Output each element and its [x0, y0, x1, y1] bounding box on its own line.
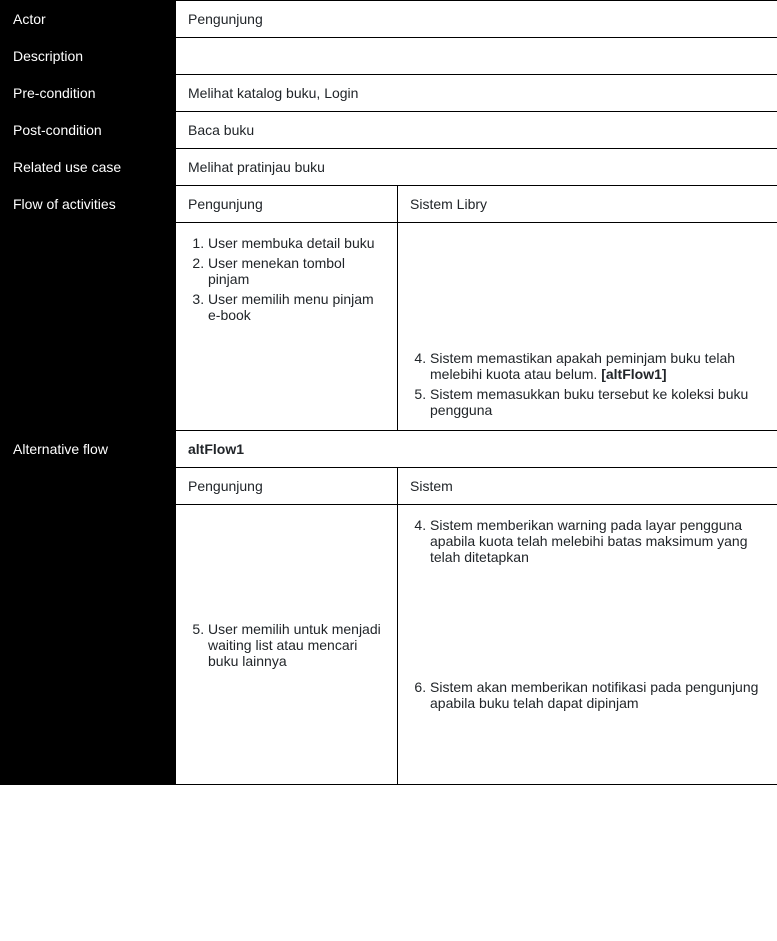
- use-case-table: Actor Pengunjung Description Pre-conditi…: [0, 0, 777, 785]
- value-post-condition: Baca buku: [176, 112, 777, 149]
- table-row: User memilih untuk menjadi waiting list …: [1, 505, 777, 785]
- value-related-use-case: Melihat pratinjau buku: [176, 149, 777, 186]
- alt-system-steps: Sistem memberikan warning pada layar pen…: [398, 505, 777, 785]
- flow-step: User membuka detail buku: [208, 233, 385, 253]
- flow-step: User memilih menu pinjam e-book: [208, 289, 385, 325]
- table-row: Post-condition Baca buku: [1, 112, 777, 149]
- table-row: Flow of activities Pengunjung Sistem Lib…: [1, 186, 777, 223]
- alt-actor-steps: User memilih untuk menjadi waiting list …: [176, 505, 398, 785]
- alt-header-system: Sistem: [398, 468, 777, 505]
- flow-step: Sistem memasukkan buku tersebut ke kolek…: [430, 384, 765, 420]
- flow-step: User menekan tombol pinjam: [208, 253, 385, 289]
- label-flow-of-activities: Flow of activities: [1, 186, 176, 223]
- table-row: Pengunjung Sistem: [1, 468, 777, 505]
- label-alternative-flow: Alternative flow: [1, 431, 176, 468]
- table-row: Actor Pengunjung: [1, 1, 777, 38]
- table-row: Alternative flow altFlow1: [1, 431, 777, 468]
- label-post-condition: Post-condition: [1, 112, 176, 149]
- alt-side-spacer-2: [1, 505, 176, 785]
- flow-actor-steps: User membuka detail buku User menekan to…: [176, 223, 398, 431]
- label-pre-condition: Pre-condition: [1, 75, 176, 112]
- value-actor: Pengunjung: [176, 1, 777, 38]
- flow-system-steps: Sistem memastikan apakah peminjam buku t…: [398, 223, 777, 431]
- alt-flow-ref: [altFlow1]: [601, 366, 666, 382]
- label-description: Description: [1, 38, 176, 75]
- flow-header-actor: Pengunjung: [176, 186, 398, 223]
- value-pre-condition: Melihat katalog buku, Login: [176, 75, 777, 112]
- flow-header-system: Sistem Libry: [398, 186, 777, 223]
- table-row: Description: [1, 38, 777, 75]
- table-row: User membuka detail buku User menekan to…: [1, 223, 777, 431]
- flow-step: Sistem akan memberikan notifikasi pada p…: [430, 677, 765, 713]
- alt-header-actor: Pengunjung: [176, 468, 398, 505]
- flow-step: Sistem memastikan apakah peminjam buku t…: [430, 348, 765, 384]
- alt-flow-name: altFlow1: [176, 431, 777, 468]
- table-row: Related use case Melihat pratinjau buku: [1, 149, 777, 186]
- label-actor: Actor: [1, 1, 176, 38]
- label-related-use-case: Related use case: [1, 149, 176, 186]
- flow-step: Sistem memberikan warning pada layar pen…: [430, 515, 765, 567]
- alt-side-spacer: [1, 468, 176, 505]
- flow-side-spacer: [1, 223, 176, 431]
- flow-step: User memilih untuk menjadi waiting list …: [208, 619, 385, 671]
- value-description: [176, 38, 777, 75]
- table-row: Pre-condition Melihat katalog buku, Logi…: [1, 75, 777, 112]
